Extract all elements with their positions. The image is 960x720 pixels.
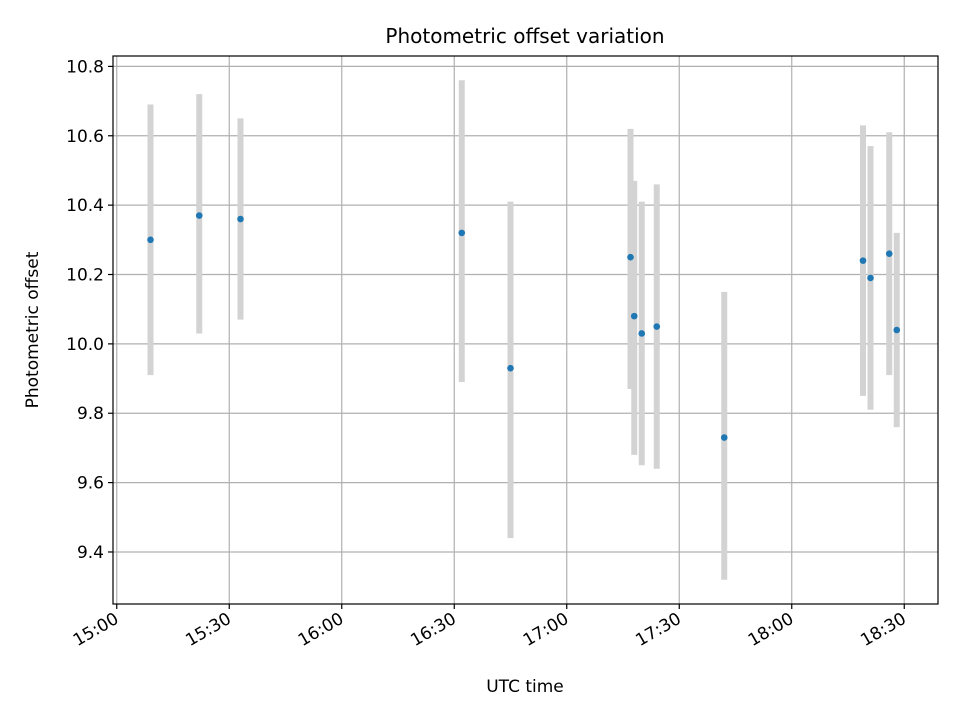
y-tick-label: 10.0	[66, 335, 104, 355]
data-point	[147, 236, 154, 244]
plot-frame	[112, 55, 939, 605]
data-point	[720, 434, 728, 441]
data-point	[885, 250, 893, 257]
y-tick-label: 10.8	[66, 57, 104, 77]
data-point	[507, 364, 514, 372]
y-tick-label: 10.6	[66, 127, 104, 147]
data-point	[237, 215, 244, 223]
y-tick-label: 10.2	[66, 266, 104, 286]
grid	[113, 56, 938, 604]
x-axis-label: UTC time	[486, 677, 564, 697]
data-point	[867, 274, 874, 282]
data-point	[630, 312, 638, 320]
y-tick-label: 9.6	[77, 474, 104, 494]
data-point	[653, 323, 661, 330]
y-tick-label: 9.8	[77, 404, 104, 424]
data-point	[195, 212, 203, 219]
data-points	[147, 212, 901, 441]
y-axis: 9.4 9.6 9.8 10.0 10.2 10.4 10.6 10.8	[66, 57, 113, 563]
data-point	[893, 326, 901, 334]
data-point	[627, 253, 634, 261]
y-tick-label: 10.4	[66, 196, 104, 216]
data-point	[859, 257, 867, 264]
chart-title: Photometric offset variation	[385, 24, 664, 48]
y-axis-label: Photometric offset	[23, 251, 43, 408]
y-tick-label: 9.4	[77, 543, 104, 563]
data-point	[638, 330, 646, 337]
data-point	[458, 229, 466, 237]
